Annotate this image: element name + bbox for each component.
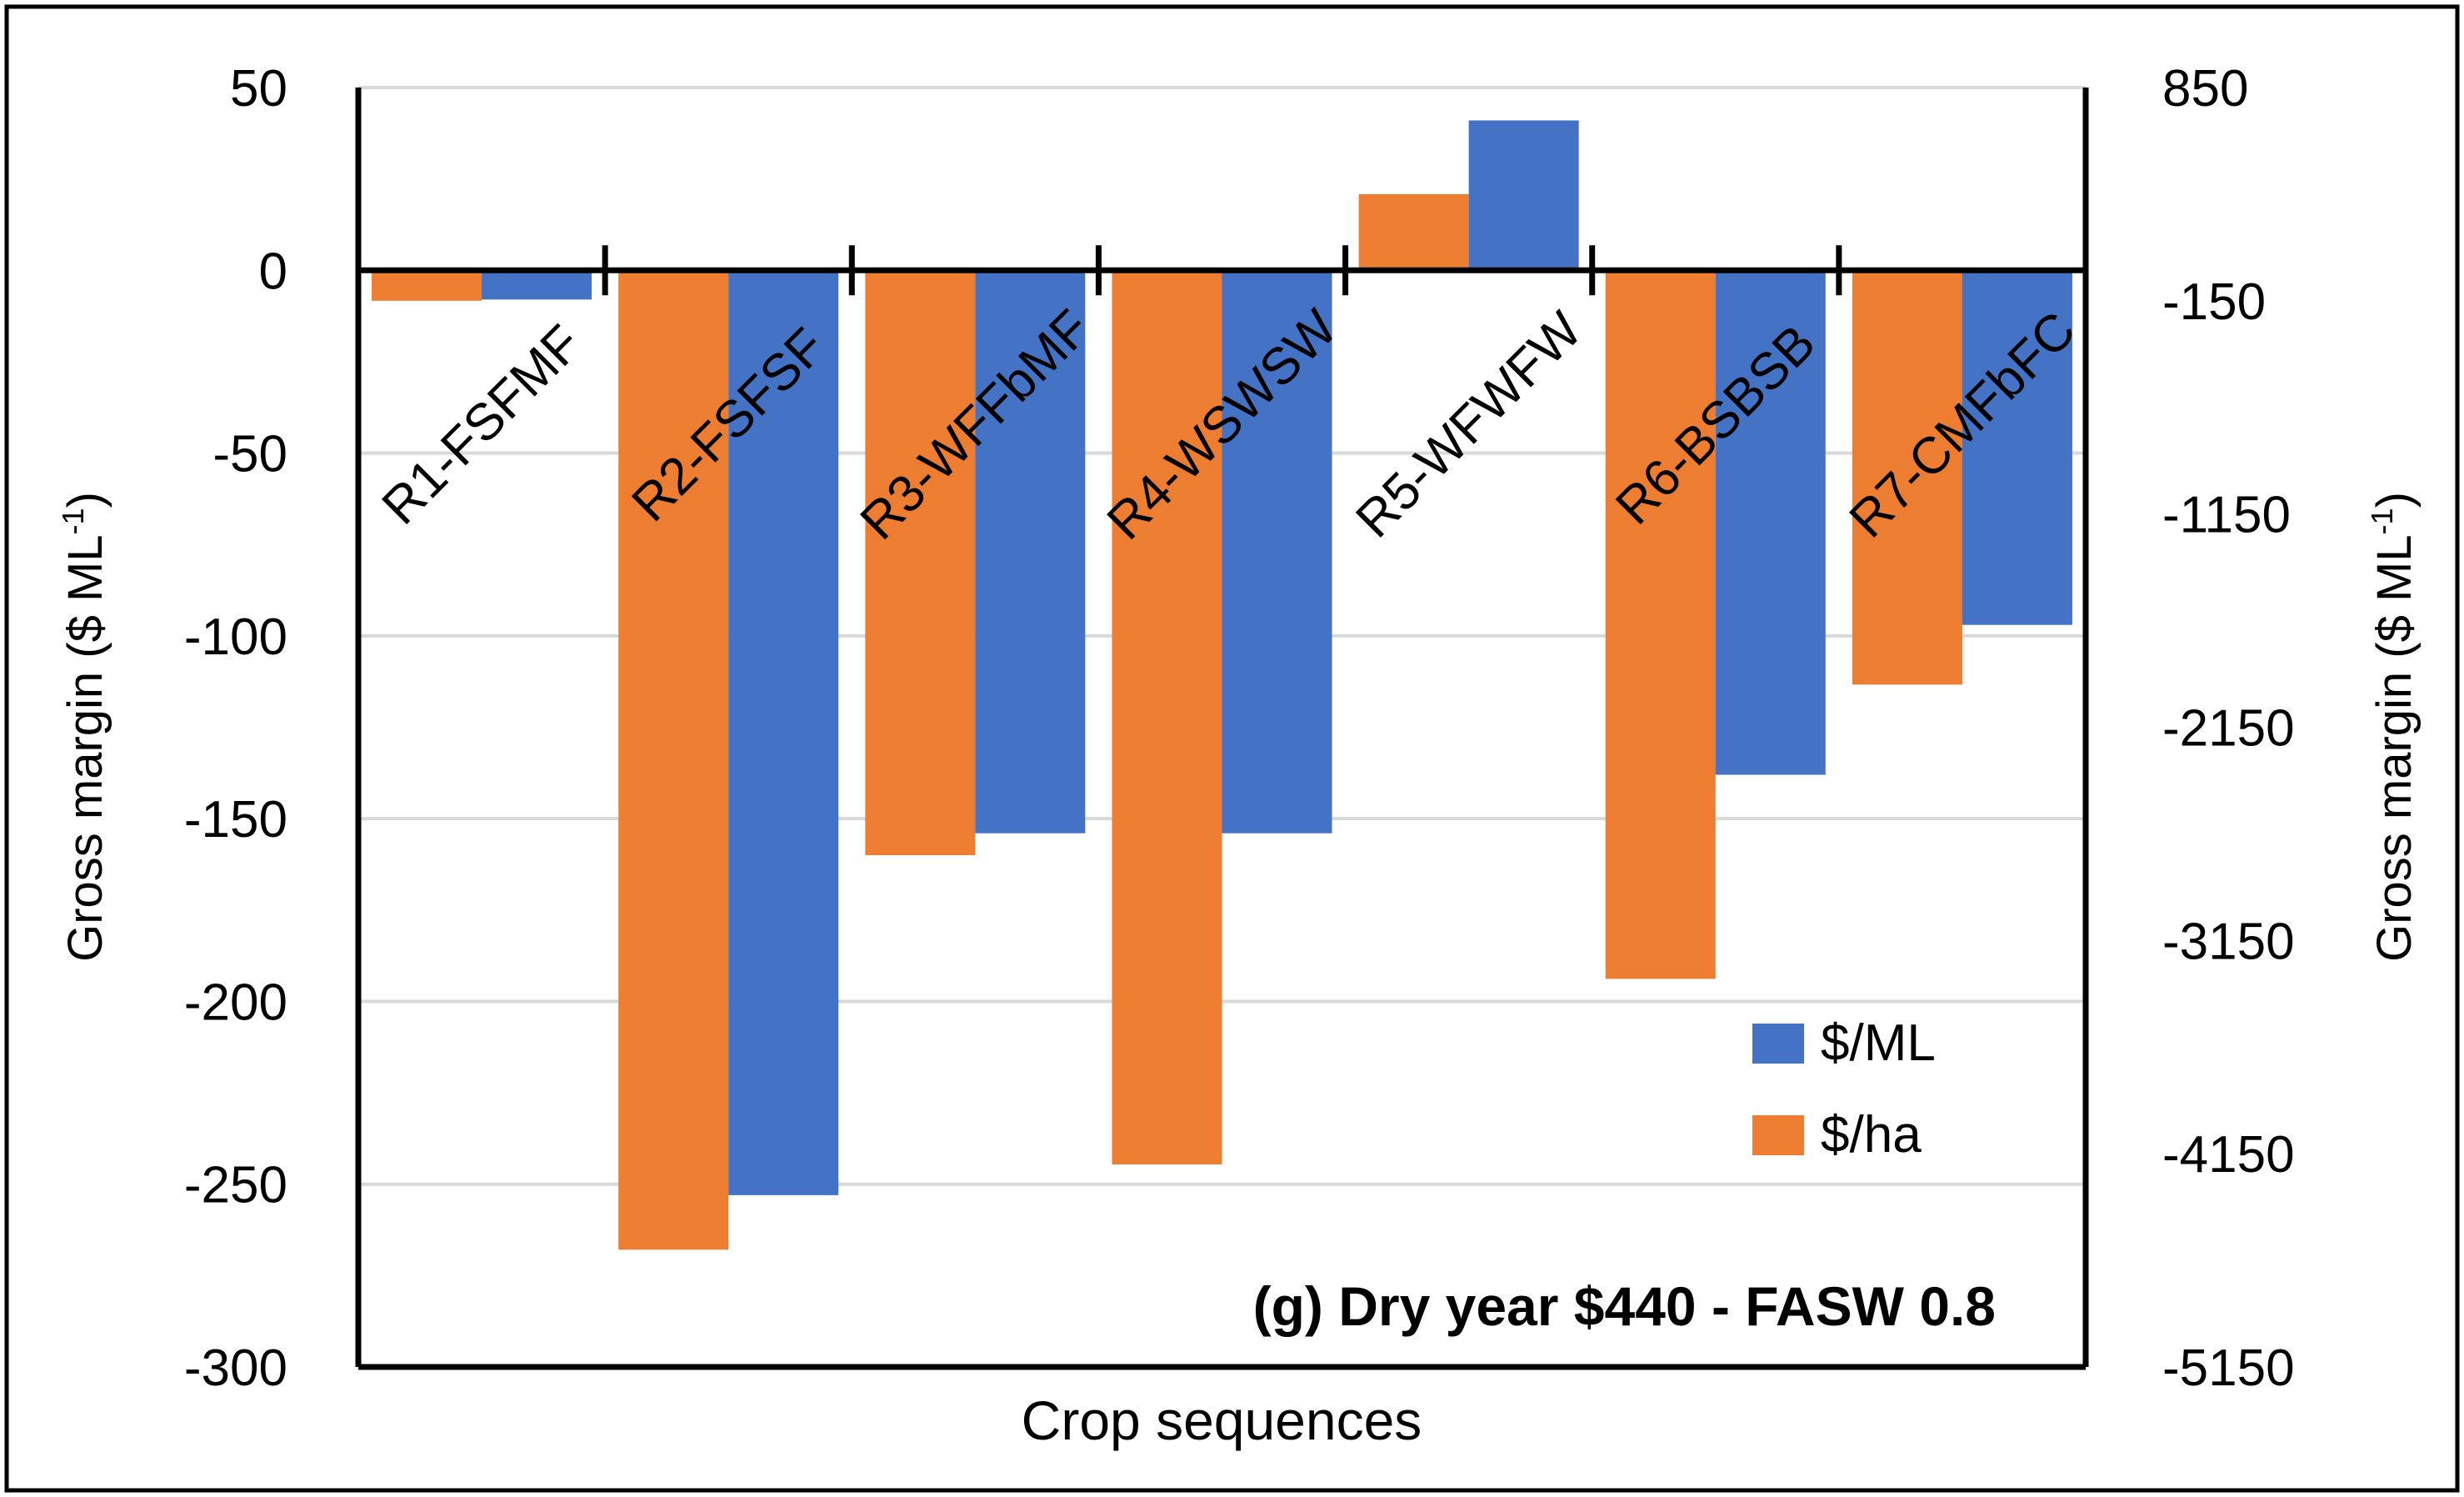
y-tick-label: -250 xyxy=(184,1157,287,1214)
bars xyxy=(372,120,2072,1250)
bar-ha xyxy=(372,268,482,301)
bar-ml xyxy=(728,270,839,1195)
chart-title: (g) Dry year $440 - FASW 0.8 xyxy=(1253,1275,1996,1337)
legend-label-ml: $/ML xyxy=(1821,1014,1936,1072)
bar-ha xyxy=(1358,193,1469,269)
bar-ha xyxy=(1852,268,1962,685)
bar-ml xyxy=(1468,120,1579,271)
bar-ha xyxy=(1112,268,1222,1164)
y-tick-label: -300 xyxy=(184,1339,287,1397)
legend: $/ML $/ha xyxy=(1752,1014,1936,1164)
y-tick-label: -100 xyxy=(184,608,287,666)
y-tick-label: -200 xyxy=(184,974,287,1031)
y-tick-label: 0 xyxy=(259,243,287,300)
y2-axis-title: Gross margin ($ ML-1) xyxy=(2365,492,2422,962)
bar-ml xyxy=(482,270,592,300)
y2-tick-label: -150 xyxy=(2162,273,2266,331)
category-ticks xyxy=(602,245,1842,296)
y-tick-label: -50 xyxy=(212,426,287,483)
bar-ml xyxy=(1715,270,1826,775)
legend-swatch-ml xyxy=(1752,1024,1804,1064)
bar-ha xyxy=(618,268,729,1250)
y2-tick-labels: 850 -150 -1150 -2150 -3150 -4150 -5150 xyxy=(2162,60,2295,1397)
y-tick-label: 50 xyxy=(230,60,287,118)
bar-ml xyxy=(975,270,1086,834)
y-tick-label: -150 xyxy=(184,791,287,849)
bar-ha xyxy=(865,268,976,855)
y2-tick-label: -3150 xyxy=(2162,913,2295,970)
legend-swatch-ha xyxy=(1752,1115,1804,1155)
y2-tick-label: -1150 xyxy=(2162,487,2291,544)
y2-tick-label: 850 xyxy=(2162,60,2248,118)
bar-ha xyxy=(1605,268,1716,979)
y2-tick-label: -4150 xyxy=(2162,1126,2295,1184)
y-tick-labels: 50 0 -50 -100 -150 -200 -250 -300 xyxy=(184,60,287,1397)
legend-label-ha: $/ha xyxy=(1821,1106,1922,1164)
y2-tick-label: -5150 xyxy=(2162,1339,2295,1397)
y2-tick-label: -2150 xyxy=(2162,700,2295,758)
y-axis-title: Gross margin ($ ML-1) xyxy=(56,492,112,962)
bar-ml xyxy=(1222,270,1332,834)
x-axis-title: Crop sequences xyxy=(1022,1389,1422,1451)
bar-ml xyxy=(1962,270,2072,625)
